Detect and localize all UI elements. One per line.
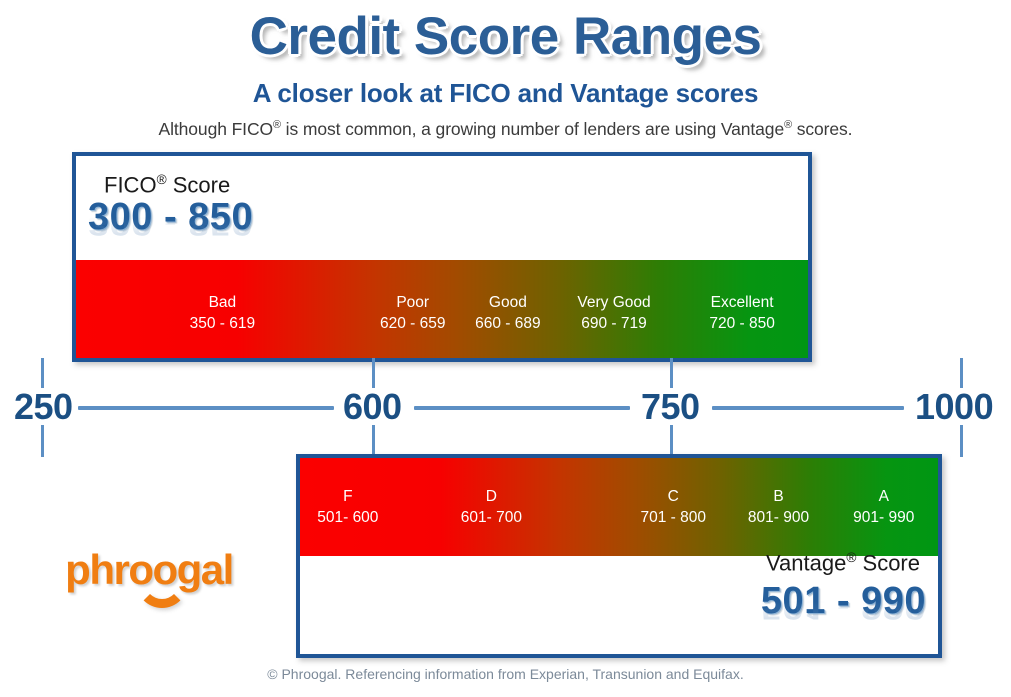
axis-tick-mark-1000-lower xyxy=(960,425,963,457)
vantage-band-c: C 701 - 800 xyxy=(625,486,721,528)
band-range: 350 - 619 xyxy=(189,315,256,332)
vantage-gradient-bar: F 501- 600 D 601- 700 C 701 - 800 B 801-… xyxy=(300,458,938,556)
vantage-label-suffix: Score xyxy=(856,550,920,576)
band-label: Good xyxy=(488,294,527,311)
band-label: F xyxy=(343,488,353,505)
vantage-band-a: A 901- 990 xyxy=(836,486,932,528)
axis-tick-mark-250-lower xyxy=(41,425,44,457)
intro-suffix: scores. xyxy=(791,119,853,139)
band-label: C xyxy=(667,488,679,505)
fico-band-bad: Bad 350 - 619 xyxy=(105,292,339,334)
band-range: 501- 600 xyxy=(317,509,379,526)
vantage-band-b: B 801- 900 xyxy=(731,486,827,528)
band-range: 620 - 659 xyxy=(379,315,446,332)
registered-mark-icon: ® xyxy=(273,119,281,132)
axis-segment-250-600 xyxy=(78,406,334,410)
fico-score-panel: FICO® Score 300 - 850 300 - 850 Bad 350 … xyxy=(72,152,812,362)
vantage-score-panel: F 501- 600 D 601- 700 C 701 - 800 B 801-… xyxy=(296,454,942,658)
axis-tick-mark-600-lower xyxy=(372,425,375,457)
band-range: 701 - 800 xyxy=(640,509,706,526)
axis-tick-mark-750-lower xyxy=(670,425,673,457)
phroogal-logo[interactable]: phroogal xyxy=(44,546,254,608)
band-range: 690 - 719 xyxy=(581,315,647,332)
intro-paragraph: Although FICO® is most common, a growing… xyxy=(0,119,1011,140)
vantage-band-f: F 501- 600 xyxy=(300,486,396,528)
axis-segment-750-1000 xyxy=(712,406,904,410)
fico-score-label: FICO® Score xyxy=(104,172,230,198)
registered-mark-icon: ® xyxy=(846,550,857,565)
page-subtitle: A closer look at FICO and Vantage scores xyxy=(252,78,759,108)
vantage-band-d: D 601- 700 xyxy=(444,486,540,528)
axis-tick-mark-1000-upper xyxy=(960,358,963,388)
axis-segment-600-750 xyxy=(414,406,630,410)
fico-score-range: 300 - 850 xyxy=(88,196,254,238)
footer-attribution: © Phroogal. Referencing information from… xyxy=(267,666,744,682)
band-label: Very Good xyxy=(577,294,651,311)
registered-mark-icon: ® xyxy=(156,172,167,187)
vantage-score-label: Vantage® Score xyxy=(766,550,920,576)
band-range: 720 - 850 xyxy=(709,315,775,332)
band-range: 801- 900 xyxy=(747,509,810,526)
axis-tick-mark-600-upper xyxy=(372,358,375,388)
axis-tick-label-250: 250 xyxy=(14,386,73,427)
band-label: A xyxy=(878,488,889,505)
fico-band-poor: Poor 620 - 659 xyxy=(354,292,471,334)
band-label: B xyxy=(773,488,784,505)
intro-mid: is most common, a growing number of lend… xyxy=(280,119,785,139)
fico-band-excellent: Excellent 720 - 850 xyxy=(684,292,801,334)
fico-label-text: FICO xyxy=(104,172,157,198)
vantage-label-text: Vantage xyxy=(766,550,847,576)
band-label: Bad xyxy=(208,294,237,311)
vantage-score-range: 501 - 990 xyxy=(760,580,926,622)
registered-mark-icon: ® xyxy=(784,119,792,132)
axis-tick-mark-250-upper xyxy=(41,358,44,388)
fico-band-very-good: Very Good 690 - 719 xyxy=(548,292,680,334)
intro-prefix: Although FICO xyxy=(158,119,274,139)
band-range: 601- 700 xyxy=(460,509,522,526)
band-label: Excellent xyxy=(710,294,774,311)
band-range: 660 - 689 xyxy=(475,315,541,332)
axis-tick-label-1000: 1000 xyxy=(915,386,994,427)
axis-tick-label-600: 600 xyxy=(343,386,402,427)
axis-tick-label-750: 750 xyxy=(641,386,700,427)
band-label: Poor xyxy=(396,294,430,311)
fico-label-suffix: Score xyxy=(166,172,231,198)
band-label: D xyxy=(485,488,497,505)
smile-icon xyxy=(136,582,188,608)
page-title: Credit Score Ranges xyxy=(249,7,762,66)
fico-band-good: Good 660 - 689 xyxy=(449,292,566,334)
band-range: 901- 990 xyxy=(853,509,915,526)
fico-gradient-bar: Bad 350 - 619 Poor 620 - 659 Good 660 - … xyxy=(76,260,808,358)
axis-tick-mark-750-upper xyxy=(670,358,673,388)
